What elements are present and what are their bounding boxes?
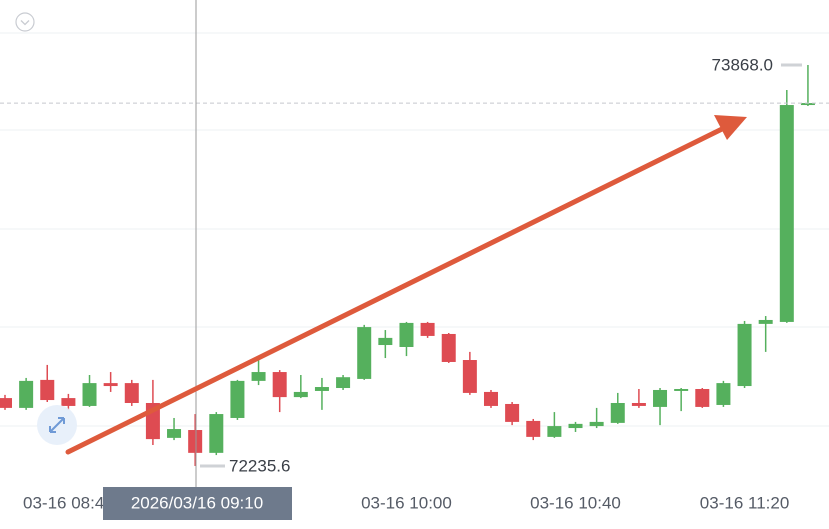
crosshair-label: 2026/03/16 09:10	[131, 493, 263, 512]
candle-body	[589, 421, 604, 427]
x-tick-label: 03-16 10:00	[361, 493, 452, 512]
candle-body	[40, 379, 55, 401]
high-label: 73868.0	[712, 55, 773, 74]
candle-body	[336, 377, 351, 389]
plot: 73868.0 72235.6	[0, 55, 829, 475]
collapse-button[interactable]	[15, 12, 35, 32]
candle-body	[82, 383, 97, 406]
candle-body	[695, 388, 710, 407]
candle-body	[800, 103, 815, 106]
candle-body	[758, 319, 773, 324]
candle-body	[653, 389, 668, 407]
candle-body	[505, 403, 520, 422]
candle-body	[357, 327, 372, 379]
x-tick-label: 03-16 11:20	[700, 493, 789, 512]
candle-body	[737, 323, 752, 387]
candle-body	[674, 388, 689, 391]
trend-arrow	[65, 115, 747, 455]
candle-body	[526, 420, 541, 437]
candle-body	[314, 387, 329, 391]
candle-body	[293, 391, 308, 398]
candle-body	[0, 398, 12, 408]
candle-body	[124, 383, 139, 403]
candle-body	[167, 429, 182, 438]
candle-body	[378, 337, 393, 346]
candle-body	[568, 423, 583, 429]
candle-body	[779, 105, 794, 322]
candle-body	[19, 380, 34, 408]
candle-body	[103, 383, 118, 387]
candle-body	[251, 372, 266, 381]
candle-body	[441, 333, 456, 362]
candle-body	[230, 380, 245, 418]
candle-body	[547, 426, 562, 437]
candle-body	[61, 398, 76, 406]
low-label: 72235.6	[229, 456, 290, 475]
crosshair-tooltip: 2026/03/16 09:10	[103, 487, 292, 520]
candle-body	[631, 402, 646, 406]
candle-body	[399, 322, 414, 347]
candle-body	[610, 402, 625, 423]
candle-body	[716, 383, 731, 405]
candle-body	[209, 414, 224, 453]
x-tick-label: 03-16 10:40	[530, 493, 621, 512]
candle-body	[420, 322, 435, 336]
expand-button[interactable]	[37, 405, 77, 445]
candle-body	[272, 372, 287, 398]
x-tick-label: 03-16 08:40	[23, 493, 114, 512]
grid	[0, 32, 829, 427]
candle-body	[462, 360, 477, 393]
candle-body	[188, 430, 203, 453]
candle-body	[483, 391, 498, 406]
